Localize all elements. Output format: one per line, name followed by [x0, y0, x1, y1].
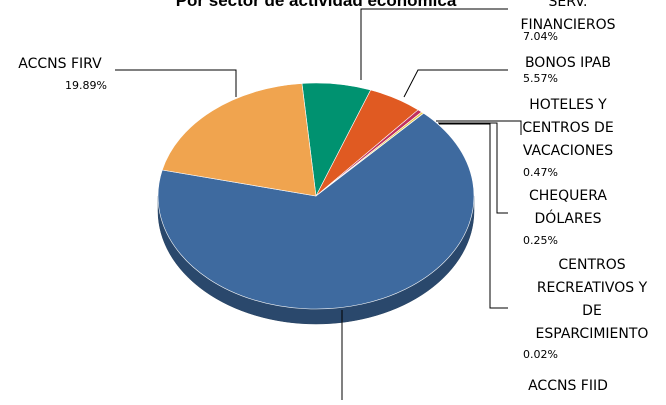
slice-label-line: RECREATIVOS Y [537, 280, 648, 296]
slice-label-line: CHEQUERA [529, 188, 607, 204]
slice-label-line: DE [582, 303, 602, 319]
slice-label-line: DÓLARES [535, 209, 602, 227]
leader-line-accns-firv [115, 69, 237, 97]
slice-label-line: HOTELES Y [529, 97, 607, 113]
slice-label-hoteles-y-centros-de-vacaciones: HOTELES Y CENTROS DE VACACIONES [522, 97, 613, 159]
slice-value-accns-firv: 19.89% [65, 79, 107, 92]
slice-label-chequera-dolares: CHEQUERA DÓLARES [529, 188, 607, 227]
chart-title: Por sector de actividad económica [176, 0, 457, 10]
slice-label-accns-fiid: ACCNS FIID [528, 378, 608, 394]
slice-label-line: CENTROS DE [522, 120, 613, 136]
slice-label-line: VACACIONES [523, 143, 613, 159]
slice-value-centros-recreativos-y-de-esparcimiento: 0.02% [523, 348, 558, 361]
slice-value-serv-financieros: 7.04% [523, 30, 558, 43]
pie-slices [157, 82, 475, 310]
slice-label-accns-firv: ACCNS FIRV [18, 56, 102, 72]
slice-value-chequera-dolares: 0.25% [523, 234, 558, 247]
slice-label-bonos-ipab: BONOS IPAB [525, 55, 611, 71]
leader-line-centros-recreativos-y-de-esparcimiento [439, 123, 508, 309]
slice-label-line: ACCNS FIID [528, 378, 608, 394]
slice-label-line: ESPARCIMIENTO [536, 326, 649, 342]
slice-label-line: CENTROS [558, 257, 625, 273]
slice-label-line: BONOS IPAB [525, 55, 611, 71]
slice-value-hoteles-y-centros-de-vacaciones: 0.47% [523, 166, 558, 179]
slice-label-centros-recreativos-y-de-esparcimiento: CENTROS RECREATIVOS Y DE ESPARCIMIENTO [536, 257, 649, 342]
leader-line-hoteles-y-centros-de-vacaciones [436, 120, 522, 135]
leader-line-chequera-dolares [438, 122, 508, 214]
slice-value-bonos-ipab: 5.57% [523, 72, 558, 85]
slice-label-serv-financieros: SERV. FINANCIEROS [520, 0, 615, 33]
slice-label-line: SERV. [549, 0, 588, 10]
slice-label-line: FINANCIEROS [520, 17, 615, 33]
leader-line-serv-financieros [360, 8, 508, 80]
slice-label-line: ACCNS FIRV [18, 56, 102, 72]
leader-lines [115, 8, 522, 400]
pie-slice-accns-fiid [157, 112, 475, 310]
pie-slice-accns-firv [161, 83, 317, 197]
leader-line-bonos-ipab [403, 69, 508, 98]
